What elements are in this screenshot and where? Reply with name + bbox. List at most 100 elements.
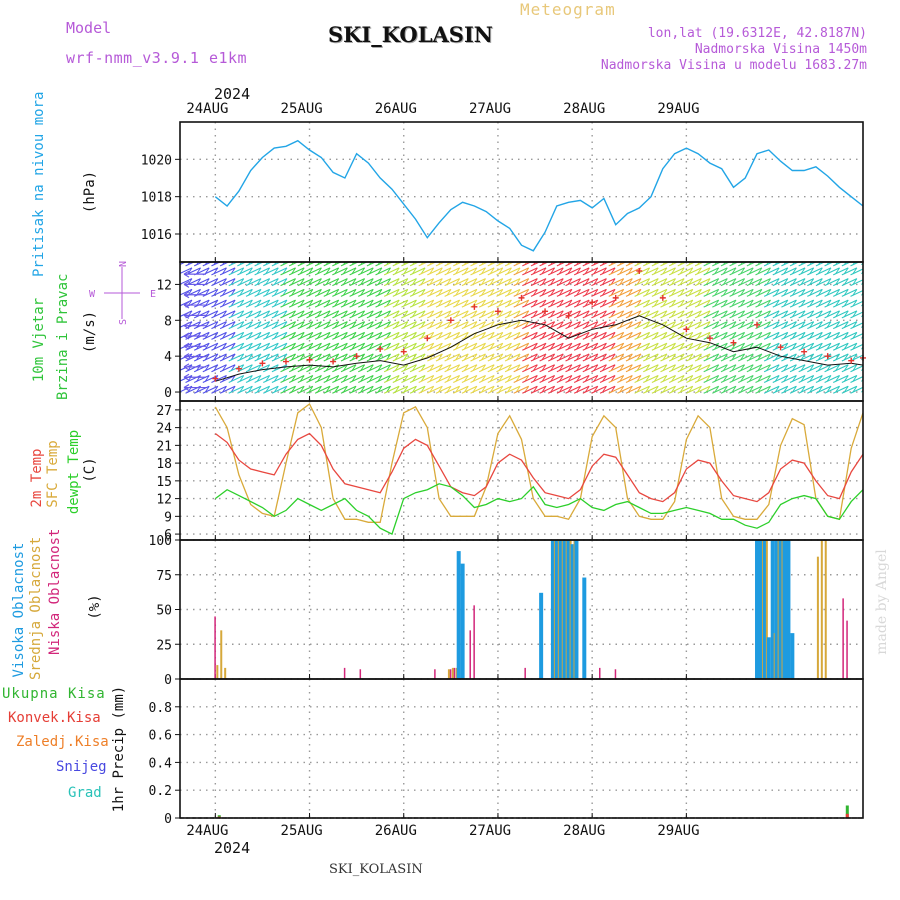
wind-barb: [582, 385, 599, 394]
wind-barb: [746, 385, 763, 394]
wind-barb: [453, 278, 469, 287]
wind-barb: [297, 278, 314, 287]
wind-barb: [427, 267, 443, 276]
wind-barb: [565, 267, 581, 276]
wind-barb: [263, 342, 279, 351]
wind-barb: [582, 321, 599, 330]
wind-barb: [306, 331, 322, 340]
wind-barb: [297, 353, 314, 362]
wind-barb: [582, 299, 599, 308]
wind-barb: [297, 374, 314, 383]
wind-barb: [504, 374, 521, 383]
wind-barb: [513, 331, 529, 340]
wind-barb: [513, 299, 529, 308]
top-date-label: 28AUG: [563, 101, 606, 117]
wind-barb: [617, 267, 633, 276]
wind-barb: [712, 331, 728, 340]
high-cloud-bar: [460, 563, 465, 679]
wind-barb: [288, 342, 305, 351]
wind-barb: [712, 353, 728, 362]
wind-barb: [435, 288, 452, 297]
wind-barb: [323, 331, 339, 340]
wind-barb: [435, 342, 452, 351]
wind-barb: [409, 267, 426, 276]
wind-barb: [755, 374, 771, 383]
wind-barb: [643, 342, 659, 351]
wind-barb: [565, 299, 581, 308]
high-cloud-bar: [574, 540, 579, 679]
wind-barb: [383, 310, 400, 319]
wind-barb: [772, 374, 789, 383]
wind-barb: [383, 364, 400, 373]
wind-barb: [781, 288, 797, 297]
mid-cloud-bar: [220, 630, 223, 679]
low-cloud-bar: [524, 667, 526, 679]
wind-barb: [340, 267, 357, 276]
wind-barb: [349, 385, 365, 394]
wind-barb: [833, 321, 849, 330]
wind-barb: [288, 288, 305, 297]
wind-barb: [180, 364, 193, 371]
wind-barb: [729, 288, 745, 297]
wind-barb: [833, 342, 849, 351]
coords-text: lon,lat (19.6312E, 42.8187N): [647, 26, 867, 41]
wind-barb: [720, 331, 737, 340]
wind-barb: [824, 364, 840, 373]
wind-barb: [668, 299, 685, 308]
wind-barb: [712, 288, 728, 297]
wind-barb: [383, 278, 400, 287]
wind-barb: [392, 331, 409, 340]
wind-barb: [349, 288, 365, 297]
wind-barb: [798, 288, 814, 297]
wind-barb: [807, 321, 823, 330]
y-tick-label: 4: [164, 350, 172, 365]
wind-barb: [263, 278, 279, 287]
low-cloud-bar: [343, 667, 346, 679]
wind-barb: [677, 321, 694, 330]
wind-barb: [522, 364, 538, 373]
wind-barb: [729, 267, 745, 276]
station-title: SKI_KOLASIN: [328, 22, 493, 47]
wind-barb: [366, 321, 383, 330]
bottom-date-label: 27AUG: [468, 823, 512, 839]
wind-barb: [323, 278, 339, 287]
wind-barb: [686, 310, 702, 319]
wind-barb: [237, 299, 253, 308]
wind-barb: [703, 299, 719, 308]
wind-barb: [314, 321, 331, 330]
wind-barb: [444, 374, 460, 383]
wind-barb: [686, 353, 702, 362]
wind-barb: [539, 385, 555, 394]
wind-barb: [375, 353, 391, 362]
wind-barb: [565, 364, 581, 373]
wind-barb: [358, 278, 374, 287]
gust-marker: [801, 348, 808, 355]
wind-barb: [358, 267, 374, 276]
wind-barb: [263, 299, 279, 308]
wind-barb: [297, 267, 314, 276]
wind-barb: [366, 310, 383, 319]
wind-barb: [453, 342, 469, 351]
wind-barb: [392, 267, 409, 276]
wind-barb: [720, 278, 737, 287]
wind-barb: [599, 299, 616, 308]
wind-barb: [573, 288, 590, 297]
wind-barb: [219, 374, 236, 383]
wind-barb: [453, 331, 469, 340]
wind-barb: [694, 321, 711, 330]
model-name: wrf-nmm_v3.9.1 e1km: [66, 49, 248, 67]
wind-barb: [815, 353, 832, 362]
wind-barb: [573, 321, 590, 330]
wind-barb: [392, 385, 409, 394]
wind-barb: [850, 268, 863, 276]
wind-barb: [453, 321, 469, 330]
wind-barb: [556, 342, 573, 351]
wind-barb: [332, 321, 348, 330]
wind-barb: [617, 331, 633, 340]
wind-barb: [841, 342, 858, 351]
wind-barb: [746, 374, 763, 383]
wind-barb: [772, 278, 789, 287]
high-cloud-bar: [554, 540, 559, 679]
wind-barb: [219, 267, 236, 276]
wind-barb: [651, 374, 668, 383]
